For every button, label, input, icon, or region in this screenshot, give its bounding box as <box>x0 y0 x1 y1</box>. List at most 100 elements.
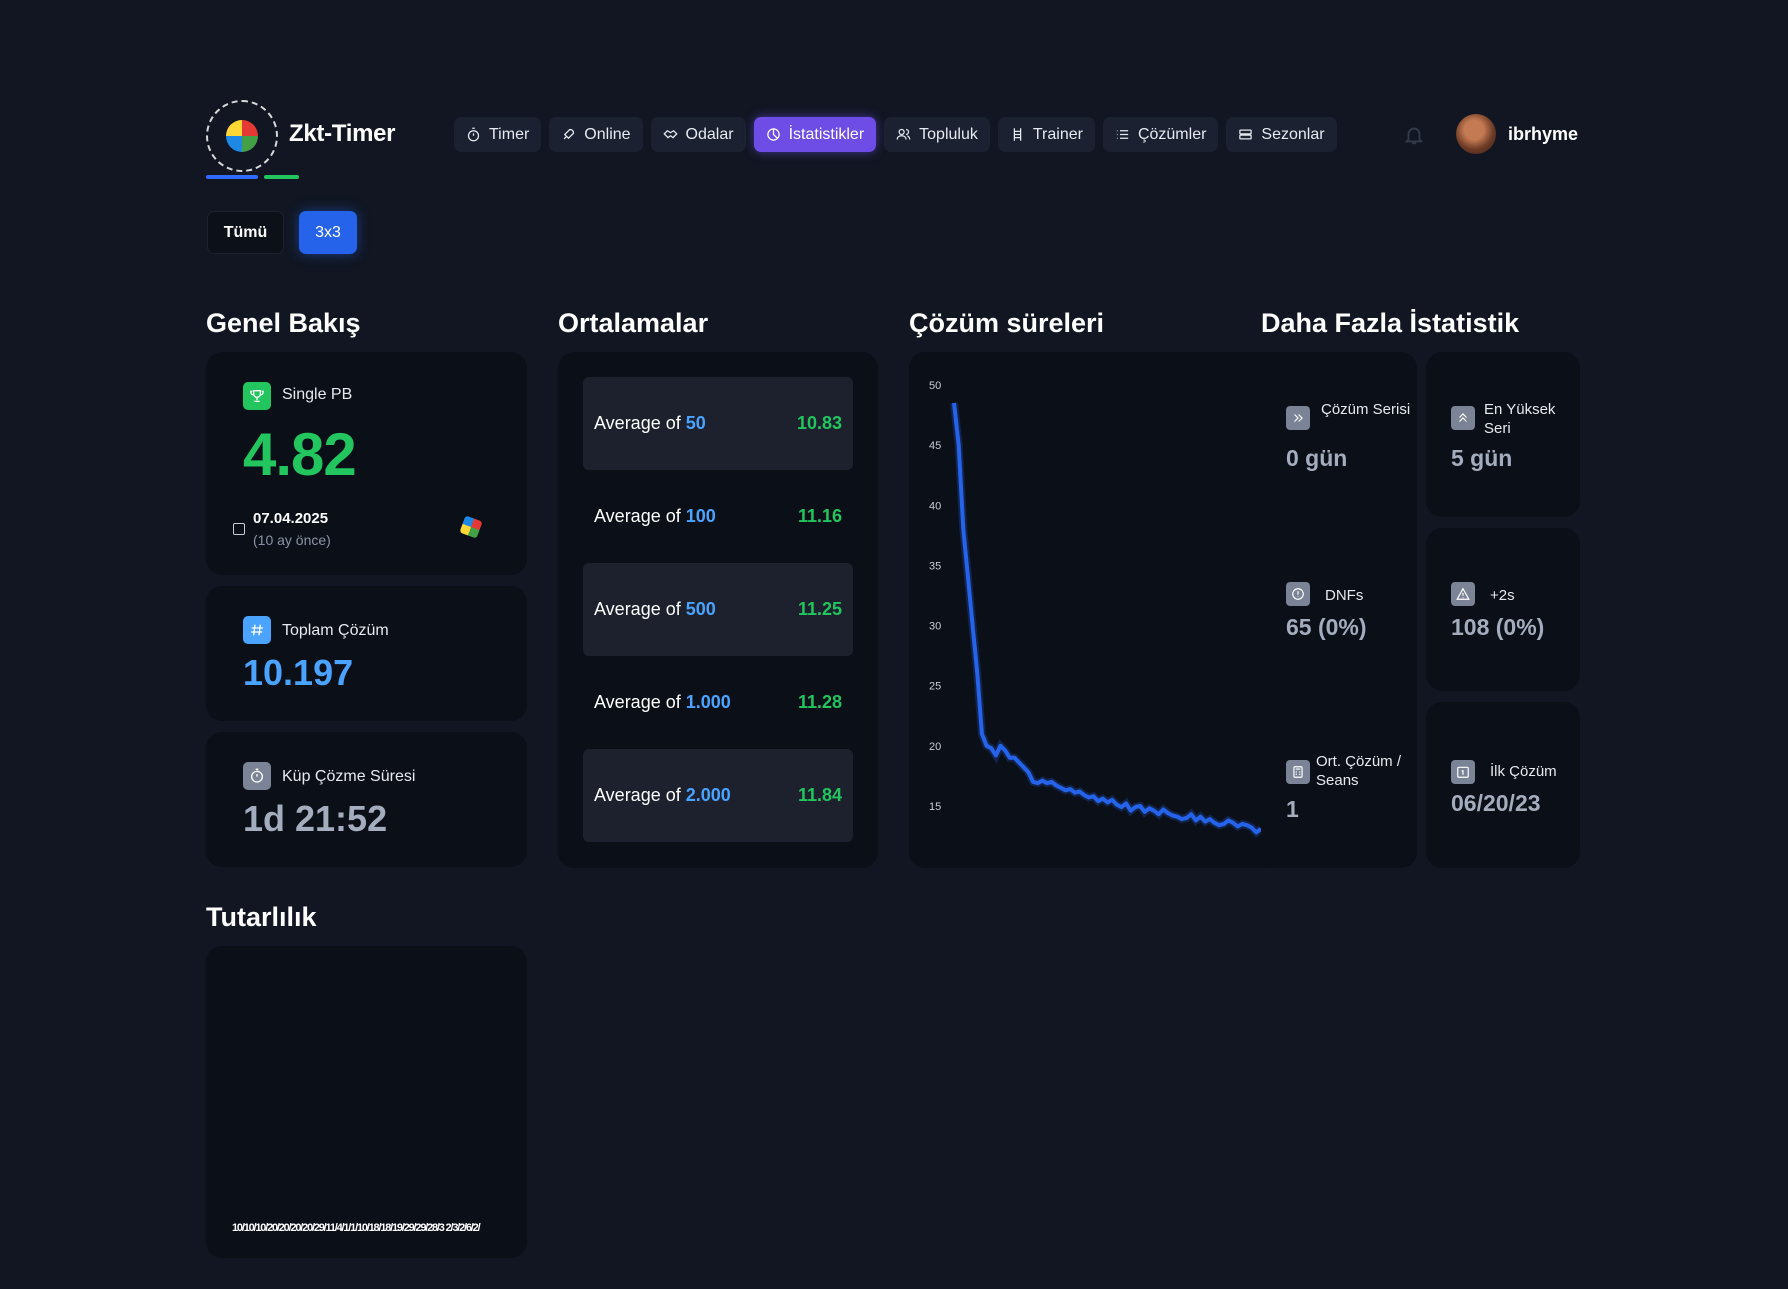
total-solves-card: Toplam Çözüm 10.197 <box>206 586 527 721</box>
app-logo[interactable] <box>206 100 278 172</box>
avatar[interactable] <box>1456 114 1496 154</box>
stat-value: 108 (0%) <box>1451 614 1545 640</box>
stat-card-plus2: +2s 108 (0%) <box>1426 528 1580 691</box>
average-label: Average of 1.000 <box>594 692 731 712</box>
nav-label: Topluluk <box>919 125 978 143</box>
total-solves-label: Toplam Çözüm <box>282 622 389 639</box>
series-line <box>952 402 1263 835</box>
logo-underline-green <box>264 175 299 179</box>
chevrons-up-icon <box>1451 406 1475 430</box>
average-label: Average of 50 <box>594 413 706 433</box>
layers-icon <box>1239 129 1253 140</box>
nav-topluluk[interactable]: Topluluk <box>884 117 990 152</box>
average-row[interactable]: Average of 100 11.16 <box>583 470 853 563</box>
alert-circle-icon <box>1286 582 1310 606</box>
handshake-icon <box>662 129 678 139</box>
single-pb-value: 4.82 <box>243 421 357 488</box>
consistency-card: 10/10/10/20/20/20/20/29/11/4/1/1/10/18/1… <box>206 946 527 1258</box>
average-row[interactable]: Average of 1.000 11.28 <box>583 656 853 749</box>
calendar-icon <box>233 523 245 535</box>
nav-trainer[interactable]: Trainer <box>997 117 1095 152</box>
nav-label: Sezonlar <box>1261 125 1325 143</box>
y-tick-label: 30 <box>929 621 941 633</box>
section-title-averages: Ortalamalar <box>558 308 709 338</box>
stat-label: Ort. Çözüm / Seans <box>1316 753 1402 789</box>
cube-time-card: Küp Çözme Süresi 1d 21:52 <box>206 732 527 867</box>
stat-value: 0 gün <box>1286 445 1348 471</box>
pb-date-ago: (10 ay önce) <box>253 532 331 548</box>
stat-card-streak: Çözüm Serisi 0 gün <box>1261 352 1415 517</box>
consistency-axis-labels: 10/10/10/20/20/20/20/29/11/4/1/1/10/18/1… <box>232 1222 481 1234</box>
y-tick-label: 35 <box>929 560 941 572</box>
average-row[interactable]: Average of 2.000 11.84 <box>583 749 853 842</box>
section-title-more-stats: Daha Fazla İstatistik <box>1261 308 1520 338</box>
list-icon <box>1116 130 1129 139</box>
pb-date: 07.04.2025 <box>253 510 329 527</box>
average-label: Average of 2.000 <box>594 785 731 805</box>
section-title-solve-times: Çözüm süreleri <box>909 308 1105 338</box>
app-title[interactable]: Zkt-Timer <box>289 120 396 147</box>
trophy-icon <box>243 382 271 410</box>
rocket-icon <box>563 128 575 140</box>
warning-triangle-icon <box>1451 582 1475 606</box>
y-tick-label: 50 <box>929 380 941 392</box>
chevrons-right-icon <box>1286 406 1310 430</box>
average-value: 10.83 <box>796 413 842 433</box>
average-value: 11.16 <box>797 506 842 526</box>
logo-underline-blue <box>206 175 258 179</box>
stat-card-avg-session: Ort. Çözüm / Seans 1 <box>1261 702 1415 868</box>
nav-label: İstatistikler <box>788 125 865 143</box>
section-title-overview: Genel Bakış <box>206 308 361 338</box>
nav-label: Online <box>584 125 631 143</box>
stat-label: İlk Çözüm <box>1490 763 1557 780</box>
filter-3x3-button[interactable]: 3x3 <box>299 211 357 254</box>
nav-odalar[interactable]: Odalar <box>650 117 746 152</box>
main-nav: Timer Online Odalar İstatistikler Toplul… <box>454 117 1337 152</box>
bell-icon[interactable] <box>1403 124 1425 146</box>
cube-time-label: Küp Çözme Süresi <box>282 768 416 785</box>
section-title-consistency: Tutarlılık <box>206 902 317 932</box>
solve-times-chart-svg: 50 45 40 35 30 25 20 15 <box>929 380 1264 838</box>
stat-card-max-streak: En Yüksek Seri 5 gün <box>1426 352 1580 517</box>
series-line-glow <box>950 402 1264 838</box>
cube-time-value: 1d 21:52 <box>243 798 388 839</box>
stopwatch-icon <box>467 127 480 142</box>
nav-label: Timer <box>489 125 530 143</box>
nav-istatistikler[interactable]: İstatistikler <box>753 117 877 152</box>
filter-all-button[interactable]: Tümü <box>207 211 284 254</box>
single-pb-label: Single PB <box>282 386 353 403</box>
nav-sezonlar[interactable]: Sezonlar <box>1226 117 1337 152</box>
stat-card-dnfs: DNFs 65 (0%) <box>1261 528 1415 691</box>
average-label: Average of 500 <box>594 599 716 619</box>
stopwatch-icon <box>243 762 271 790</box>
average-label: Average of 100 <box>594 506 716 526</box>
y-tick-label: 20 <box>929 741 941 753</box>
nav-label: Odalar <box>685 125 734 143</box>
username[interactable]: ibrhyme <box>1508 124 1579 144</box>
nav-label: Çözümler <box>1137 125 1207 143</box>
nav-cozumler[interactable]: Çözümler <box>1102 117 1219 152</box>
ladder-icon <box>1013 128 1022 141</box>
stat-label: +2s <box>1490 587 1515 604</box>
single-pb-card: Single PB 4.82 07.04.2025 (10 ay önce) <box>206 352 527 575</box>
cube-icon[interactable] <box>459 515 483 539</box>
stat-label: Çözüm Serisi <box>1321 401 1411 418</box>
total-solves-value: 10.197 <box>243 652 354 693</box>
average-value: 11.28 <box>797 692 842 712</box>
stat-card-first-solve: İlk Çözüm 06/20/23 <box>1426 702 1580 868</box>
nav-timer[interactable]: Timer <box>454 117 542 152</box>
average-value: 11.25 <box>797 599 842 619</box>
users-icon <box>896 128 911 140</box>
hash-icon <box>243 616 271 644</box>
chart-pie-icon <box>766 128 780 141</box>
stat-value: 06/20/23 <box>1451 790 1541 816</box>
average-row[interactable]: Average of 500 11.25 <box>583 563 853 656</box>
calculator-icon <box>1286 760 1310 784</box>
nav-label: Trainer <box>1032 125 1083 143</box>
stat-value: 5 gün <box>1451 445 1513 471</box>
cube-ball-icon <box>226 120 258 152</box>
stat-value: 65 (0%) <box>1286 614 1367 640</box>
y-tick-label: 25 <box>929 681 941 693</box>
nav-online[interactable]: Online <box>549 117 643 152</box>
average-row[interactable]: Average of 50 10.83 <box>583 377 853 470</box>
